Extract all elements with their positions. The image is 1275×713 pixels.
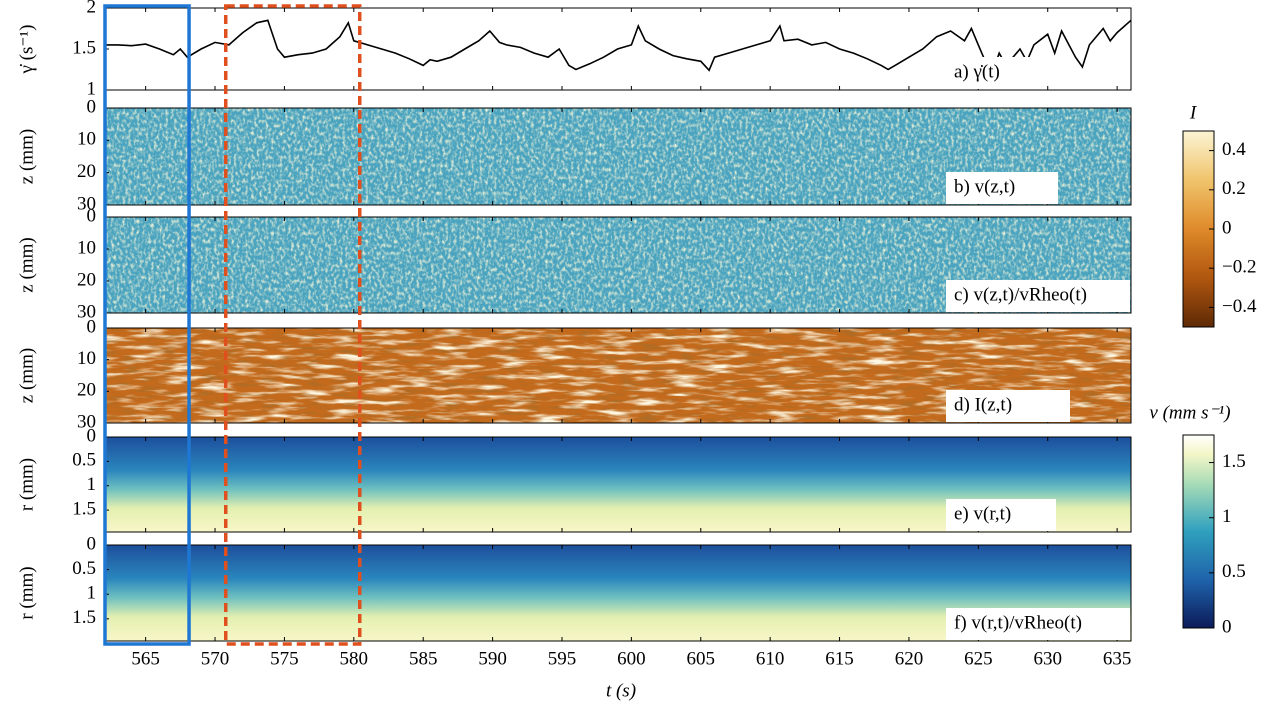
y-axis-label: r (mm) <box>16 458 37 511</box>
panel-annotation: e) v(r,t) <box>954 503 1011 524</box>
y-tick-label: 1.5 <box>72 498 96 519</box>
y-tick-label: 0 <box>87 96 97 117</box>
annotation-box <box>946 608 1130 640</box>
y-tick-label: 10 <box>77 129 96 150</box>
x-tick-label: 570 <box>201 648 230 669</box>
x-tick-label: 575 <box>270 648 299 669</box>
y-tick-label: 30 <box>77 411 96 432</box>
x-tick-label: 630 <box>1033 648 1062 669</box>
y-axis-label: γ̇ (s⁻¹) <box>16 25 37 75</box>
y-tick-label: 30 <box>77 301 96 322</box>
y-tick-label: 30 <box>77 193 96 214</box>
panel-annotation: f) v(r,t)/vRheo(t) <box>954 612 1082 633</box>
colorbar-tick-label: 0.2 <box>1222 178 1246 199</box>
x-tick-label: 585 <box>409 648 438 669</box>
y-tick-label: 20 <box>77 161 96 182</box>
y-tick-label: 0.5 <box>72 450 96 471</box>
colorbar-tick-label: 0.4 <box>1222 139 1246 160</box>
annotation-box <box>946 390 1070 422</box>
panel-annotation: d) I(z,t) <box>954 394 1012 415</box>
x-tick-label: 620 <box>895 648 924 669</box>
colorbar-label: I <box>1189 102 1198 123</box>
y-tick-label: 1.5 <box>72 37 96 58</box>
y-axis-label: z (mm) <box>16 129 37 184</box>
colorbar <box>1182 434 1215 629</box>
x-tick-label: 635 <box>1103 648 1132 669</box>
y-tick-label: 0.5 <box>72 558 96 579</box>
colorbar-tick-label: 0.5 <box>1222 561 1246 582</box>
colorbar-tick-label: 1 <box>1222 506 1232 527</box>
colorbar-tick-label: 0 <box>1222 616 1232 637</box>
annotation-box <box>946 499 1056 531</box>
annotation-box <box>946 172 1058 204</box>
colorbar <box>1182 130 1215 328</box>
annotation-box <box>946 57 1030 89</box>
y-tick-label: 20 <box>77 380 96 401</box>
y-tick-label: 1 <box>87 474 97 495</box>
highlight-box <box>223 4 362 646</box>
x-tick-label: 595 <box>548 648 577 669</box>
y-tick-label: 10 <box>77 348 96 369</box>
y-tick-label: 1.5 <box>72 607 96 628</box>
colorbar-tick-label: −0.2 <box>1222 257 1256 278</box>
colorbar-tick-label: −0.4 <box>1222 296 1257 317</box>
colorbar-tick-label: 0 <box>1222 217 1232 238</box>
annotation-box <box>946 280 1130 312</box>
panel-annotation: a) γ̇(t) <box>954 61 1000 82</box>
panel-annotation: c) v(z,t)/vRheo(t) <box>954 284 1087 305</box>
y-tick-label: 1 <box>87 78 97 99</box>
y-tick-label: 0 <box>87 533 97 554</box>
y-tick-label: 1 <box>87 583 97 604</box>
x-tick-label: 615 <box>825 648 854 669</box>
colorbar-tick-label: 1.5 <box>1222 451 1246 472</box>
y-tick-label: 0 <box>87 205 97 226</box>
x-tick-label: 600 <box>617 648 646 669</box>
highlight-box <box>103 4 191 646</box>
x-tick-label: 610 <box>756 648 785 669</box>
y-tick-label: 0 <box>87 425 97 446</box>
y-tick-label: 10 <box>77 237 96 258</box>
y-axis-label: z (mm) <box>16 237 37 292</box>
y-axis-label: r (mm) <box>16 566 37 619</box>
panel-annotation: b) v(z,t) <box>954 176 1015 197</box>
x-tick-label: 625 <box>964 648 993 669</box>
y-tick-label: 2 <box>87 0 97 17</box>
y-axis-label: z (mm) <box>16 348 37 403</box>
y-tick-label: 0 <box>87 316 97 337</box>
y-tick-label: 20 <box>77 269 96 290</box>
x-axis-label: t (s) <box>606 680 636 701</box>
colorbar-label: v (mm s⁻¹) <box>1149 402 1230 423</box>
x-tick-label: 590 <box>478 648 507 669</box>
x-tick-label: 580 <box>340 648 369 669</box>
x-tick-label: 605 <box>687 648 716 669</box>
x-tick-label: 565 <box>131 648 160 669</box>
